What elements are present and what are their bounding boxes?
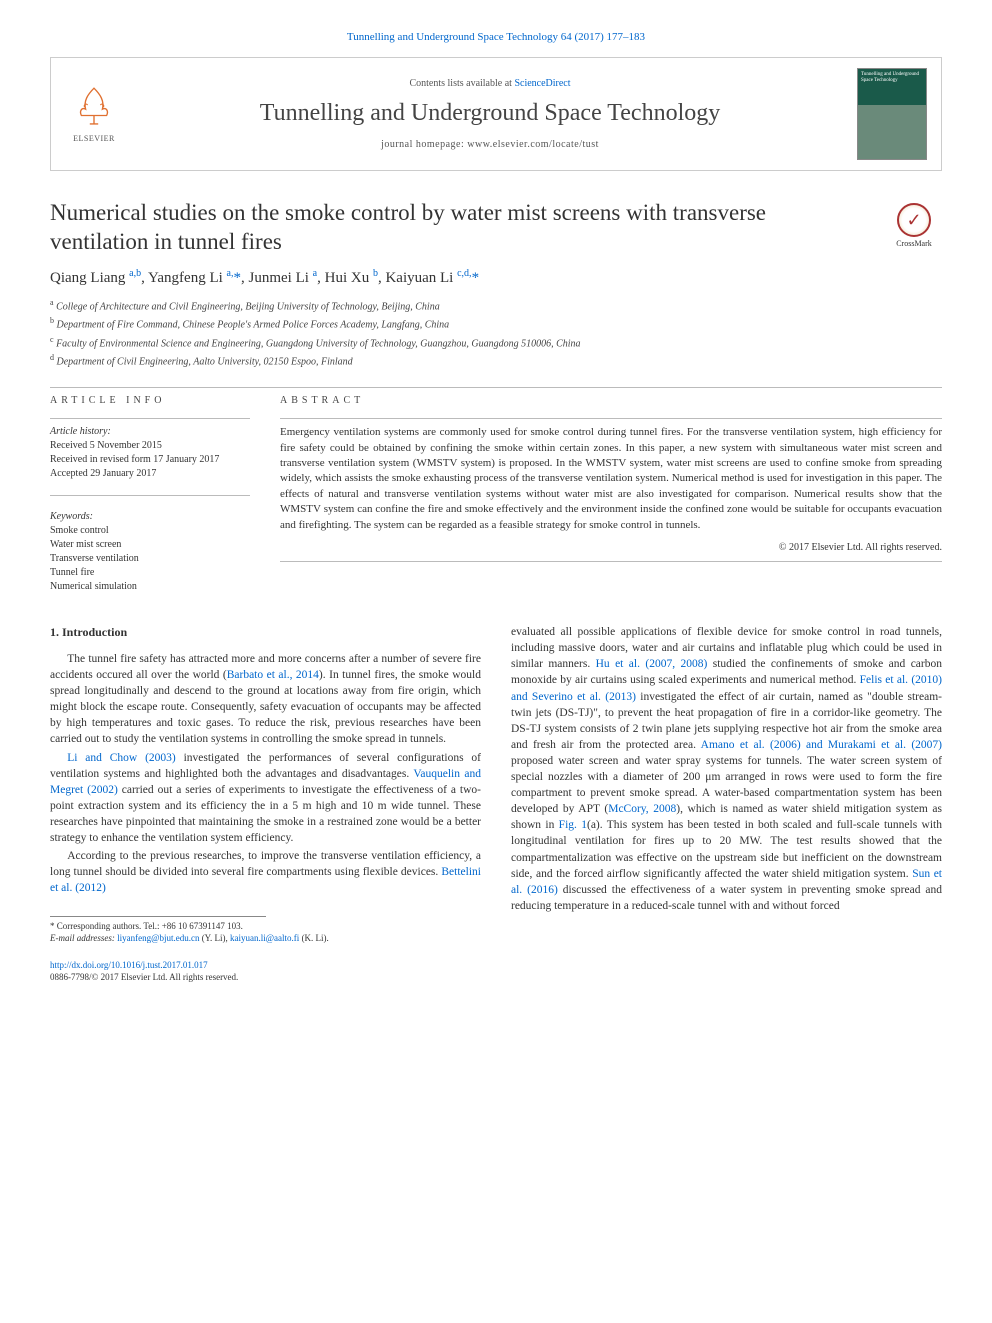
history-item: Accepted 29 January 2017 xyxy=(50,467,250,481)
body-paragraph: evaluated all possible applications of f… xyxy=(511,624,942,914)
divider xyxy=(50,495,250,496)
abstract-heading: ABSTRACT xyxy=(280,394,942,408)
keyword-item: Tunnel fire xyxy=(50,566,250,580)
affiliation-item: b Department of Fire Command, Chinese Pe… xyxy=(50,315,942,332)
keywords-label: Keywords: xyxy=(50,510,250,524)
email-label: E-mail addresses: xyxy=(50,933,117,943)
article-title-text: Numerical studies on the smoke control b… xyxy=(50,200,766,254)
elsevier-logo[interactable]: ELSEVIER xyxy=(65,84,123,144)
footnotes: * Corresponding authors. Tel.: +86 10 67… xyxy=(50,921,481,944)
contents-line: Contents lists available at ScienceDirec… xyxy=(137,77,843,91)
body-column-left: 1. Introduction The tunnel fire safety h… xyxy=(50,624,481,984)
elsevier-tree-icon xyxy=(73,84,115,126)
journal-cover-thumbnail[interactable]: Tunnelling and Underground Space Technol… xyxy=(857,68,927,160)
homepage-prefix: journal homepage: xyxy=(381,139,467,150)
divider xyxy=(280,418,942,419)
keyword-item: Smoke control xyxy=(50,524,250,538)
info-abstract-row: ARTICLE INFO Article history: Received 5… xyxy=(50,394,942,594)
homepage-url[interactable]: www.elsevier.com/locate/tust xyxy=(467,139,599,150)
journal-reference: Tunnelling and Underground Space Technol… xyxy=(50,30,942,45)
corresponding-authors-line: * Corresponding authors. Tel.: +86 10 67… xyxy=(50,921,481,933)
journal-reference-link[interactable]: Tunnelling and Underground Space Technol… xyxy=(347,31,645,43)
crossmark-icon: ✓ xyxy=(897,203,931,237)
sciencedirect-link[interactable]: ScienceDirect xyxy=(514,78,570,89)
journal-title: Tunnelling and Underground Space Technol… xyxy=(137,97,843,131)
keyword-item: Water mist screen xyxy=(50,538,250,552)
article-info-column: ARTICLE INFO Article history: Received 5… xyxy=(50,394,250,594)
elsevier-label: ELSEVIER xyxy=(65,133,123,144)
body-paragraph: According to the previous researches, to… xyxy=(50,848,481,896)
email-link-2[interactable]: kaiyuan.li@aalto.fi xyxy=(230,933,299,943)
email2-who: (K. Li). xyxy=(299,933,329,943)
cover-title: Tunnelling and Underground Space Technol… xyxy=(858,69,926,86)
body-columns: 1. Introduction The tunnel fire safety h… xyxy=(50,624,942,984)
divider xyxy=(50,418,250,419)
affiliation-item: d Department of Civil Engineering, Aalto… xyxy=(50,352,942,369)
article-info-heading: ARTICLE INFO xyxy=(50,394,250,408)
email1-who: (Y. Li), xyxy=(199,933,230,943)
issn-line: 0886-7798/© 2017 Elsevier Ltd. All right… xyxy=(50,971,481,984)
history-item: Received in revised form 17 January 2017 xyxy=(50,453,250,467)
doi-line: http://dx.doi.org/10.1016/j.tust.2017.01… xyxy=(50,959,481,972)
history-label: Article history: xyxy=(50,425,250,439)
abstract-copyright: © 2017 Elsevier Ltd. All rights reserved… xyxy=(280,541,942,555)
affiliation-item: c Faculty of Environmental Science and E… xyxy=(50,334,942,351)
authors-line: Qiang Liang a,b, Yangfeng Li a,*, Junmei… xyxy=(50,267,942,289)
abstract-text: Emergency ventilation systems are common… xyxy=(280,425,942,533)
contents-prefix: Contents lists available at xyxy=(409,78,514,89)
journal-homepage: journal homepage: www.elsevier.com/locat… xyxy=(137,138,843,152)
history-item: Received 5 November 2015 xyxy=(50,439,250,453)
header-center: Contents lists available at ScienceDirec… xyxy=(137,77,843,153)
affiliation-item: a College of Architecture and Civil Engi… xyxy=(50,297,942,314)
email-line: E-mail addresses: liyanfeng@bjut.edu.cn … xyxy=(50,933,481,945)
body-column-right: evaluated all possible applications of f… xyxy=(511,624,942,984)
keyword-item: Numerical simulation xyxy=(50,580,250,594)
article-title: Numerical studies on the smoke control b… xyxy=(50,199,942,257)
crossmark-label: CrossMark xyxy=(886,239,942,249)
abstract-column: ABSTRACT Emergency ventilation systems a… xyxy=(280,394,942,594)
crossmark-badge[interactable]: ✓ CrossMark xyxy=(886,203,942,249)
header-box: ELSEVIER Contents lists available at Sci… xyxy=(50,57,942,171)
body-paragraph: The tunnel fire safety has attracted mor… xyxy=(50,651,481,748)
body-paragraph: Li and Chow (2003) investigated the perf… xyxy=(50,750,481,847)
affiliations: a College of Architecture and Civil Engi… xyxy=(50,297,942,369)
keyword-item: Transverse ventilation xyxy=(50,552,250,566)
email-link-1[interactable]: liyanfeng@bjut.edu.cn xyxy=(117,933,199,943)
doi-link[interactable]: http://dx.doi.org/10.1016/j.tust.2017.01… xyxy=(50,960,208,970)
footnote-separator xyxy=(50,916,266,917)
section-heading: 1. Introduction xyxy=(50,624,481,641)
divider xyxy=(280,561,942,562)
divider xyxy=(50,387,942,388)
